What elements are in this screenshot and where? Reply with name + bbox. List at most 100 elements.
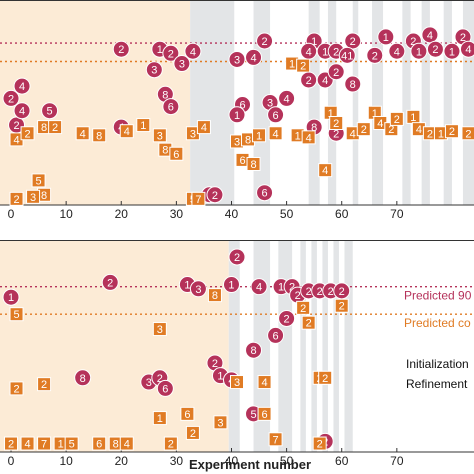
marker-label: 5 [13, 309, 19, 321]
data-point: 8 [246, 157, 261, 171]
marker-label: 6 [261, 188, 267, 200]
marker-label: 2 [465, 128, 471, 140]
reference-line-label: Predicted co [404, 316, 471, 330]
circle-marker [74, 369, 92, 387]
data-point: 3 [230, 375, 244, 390]
marker-label: 2 [300, 303, 306, 315]
square-marker [20, 436, 35, 451]
data-point: 8 [344, 75, 362, 93]
circle-marker [256, 184, 274, 202]
marker-label: 2 [168, 439, 174, 451]
x-tick-label: 30 [170, 454, 184, 468]
marker-label: 2 [328, 286, 334, 298]
data-point: 8 [92, 128, 107, 143]
marker-label: 4 [394, 46, 400, 58]
marker-label: 6 [273, 110, 279, 122]
data-point: 2 [101, 273, 119, 291]
data-point: 2 [344, 32, 362, 50]
legend-entry: Refinement [406, 377, 468, 391]
marker-label: 2 [8, 93, 14, 105]
marker-label: 1 [217, 371, 223, 383]
square-marker [152, 411, 167, 426]
data-point: 6 [256, 184, 274, 202]
data-point: 1 [410, 42, 428, 60]
marker-label: 2 [234, 252, 240, 264]
marker-label: 4 [416, 124, 422, 136]
data-point: 4 [268, 126, 283, 141]
data-point: 2 [426, 40, 444, 58]
marker-label: 1 [322, 46, 328, 58]
marker-label: 4 [465, 44, 471, 56]
marker-label: 8 [212, 290, 218, 302]
marker-label: 2 [372, 50, 378, 62]
circle-marker [410, 42, 428, 60]
data-point: 4 [119, 124, 134, 139]
marker-label: 1 [234, 110, 240, 122]
circle-marker [245, 48, 263, 66]
circle-marker [145, 61, 163, 79]
marker-label: 41 [341, 50, 353, 62]
square-marker [9, 381, 24, 396]
marker-label: 4 [19, 106, 25, 118]
circle-marker [228, 248, 246, 266]
data-point: 2 [48, 120, 63, 134]
marker-label: 1 [289, 59, 295, 71]
marker-label: 2 [8, 439, 14, 451]
marker-label: 4 [427, 30, 433, 42]
reference-line-label: Predicted 90 [404, 289, 472, 303]
marker-label: 6 [162, 383, 168, 395]
data-point: 5 [31, 173, 46, 188]
data-point: 2 [4, 436, 19, 451]
circle-marker [222, 276, 240, 294]
marker-label: 1 [184, 280, 190, 292]
data-point: 4 [388, 42, 406, 60]
marker-label: 8 [350, 79, 356, 91]
marker-label: 8 [96, 130, 102, 142]
marker-label: 2 [306, 318, 312, 330]
marker-label: 4 [80, 128, 86, 140]
square-marker [191, 191, 206, 206]
marker-label: 2 [295, 290, 301, 302]
data-point: 8 [245, 341, 263, 359]
marker-label: 4 [377, 118, 383, 130]
marker-label: 5 [47, 106, 53, 118]
marker-label: 1 [372, 108, 378, 120]
marker-label: 2 [317, 286, 323, 298]
data-point: 3 [189, 280, 207, 298]
marker-label: 4 [190, 46, 196, 58]
circle-marker [377, 28, 395, 46]
data-point: 1 [2, 288, 20, 306]
circle-marker [228, 50, 246, 68]
square-marker [163, 436, 178, 451]
data-point: 2 [2, 89, 20, 107]
data-point: 4 [13, 77, 31, 95]
marker-label: 4 [124, 439, 130, 451]
x-tick-label: 40 [225, 207, 239, 221]
marker-label: 6 [239, 155, 245, 167]
marker-label: 6 [184, 409, 190, 421]
square-marker [4, 436, 19, 451]
marker-label: 2 [350, 36, 356, 48]
square-marker [119, 436, 134, 451]
circle-marker [338, 46, 356, 64]
marker-label: 3 [190, 128, 196, 140]
refinement-band [190, 0, 235, 205]
data-point: 4 [9, 132, 24, 147]
data-point: 6 [169, 146, 184, 161]
marker-label: 4 [19, 81, 25, 93]
data-point: 2 [389, 111, 404, 126]
marker-label: 1 [157, 44, 163, 56]
circle-marker [2, 89, 20, 107]
marker-label: 4 [322, 165, 328, 177]
circle-marker [267, 326, 285, 344]
refinement-band [228, 240, 240, 452]
x-tick-label: 10 [59, 454, 73, 468]
refinement-band [322, 240, 328, 452]
data-point: 4 [421, 26, 439, 44]
data-point: 4 [278, 89, 296, 107]
circle-marker [101, 273, 119, 291]
marker-label: 1 [8, 292, 14, 304]
marker-label: 4 [13, 134, 19, 146]
marker-label: 4 [273, 128, 279, 140]
data-point: 4 [13, 102, 31, 120]
